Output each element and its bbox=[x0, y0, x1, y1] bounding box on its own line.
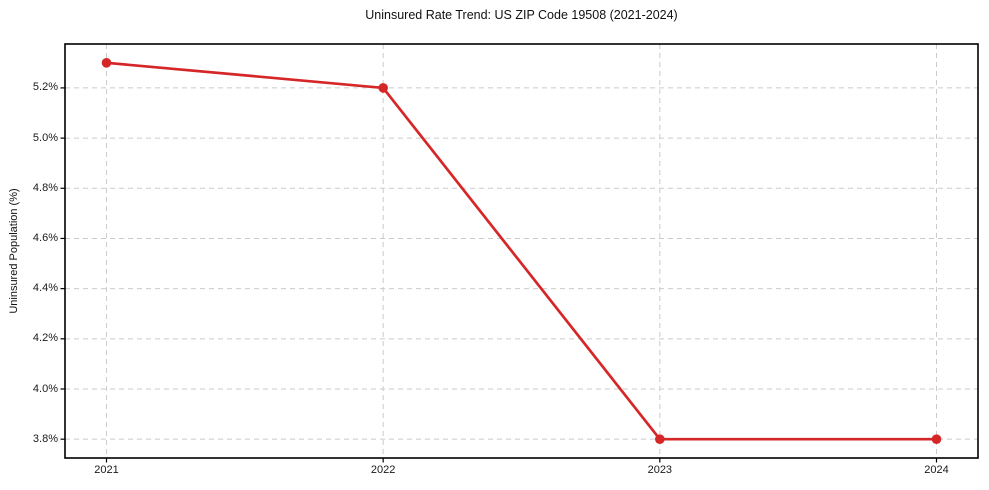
chart-title: Uninsured Rate Trend: US ZIP Code 19508 … bbox=[365, 8, 678, 22]
x-tick-label: 2021 bbox=[94, 464, 119, 476]
y-tick-label: 4.0% bbox=[32, 382, 58, 395]
y-tick-label: 5.0% bbox=[32, 131, 58, 144]
y-tick-label: 3.8% bbox=[32, 432, 58, 445]
x-tick-label: 2024 bbox=[924, 464, 949, 476]
data-point-marker bbox=[378, 83, 388, 93]
y-tick-label: 4.4% bbox=[32, 282, 58, 295]
y-tick-label: 4.2% bbox=[32, 332, 58, 345]
trend-line bbox=[105, 61, 938, 441]
plot-border bbox=[64, 43, 979, 459]
y-tick-label: 4.6% bbox=[32, 231, 58, 244]
x-tick-label: 2022 bbox=[370, 464, 396, 476]
data-point-marker bbox=[655, 434, 665, 444]
data-point-marker bbox=[101, 58, 112, 68]
y-tick-label: 4.8% bbox=[32, 181, 58, 194]
data-point-marker bbox=[931, 434, 942, 444]
y-tick-label: 5.2% bbox=[32, 81, 58, 94]
x-tick-label: 2023 bbox=[647, 464, 673, 476]
